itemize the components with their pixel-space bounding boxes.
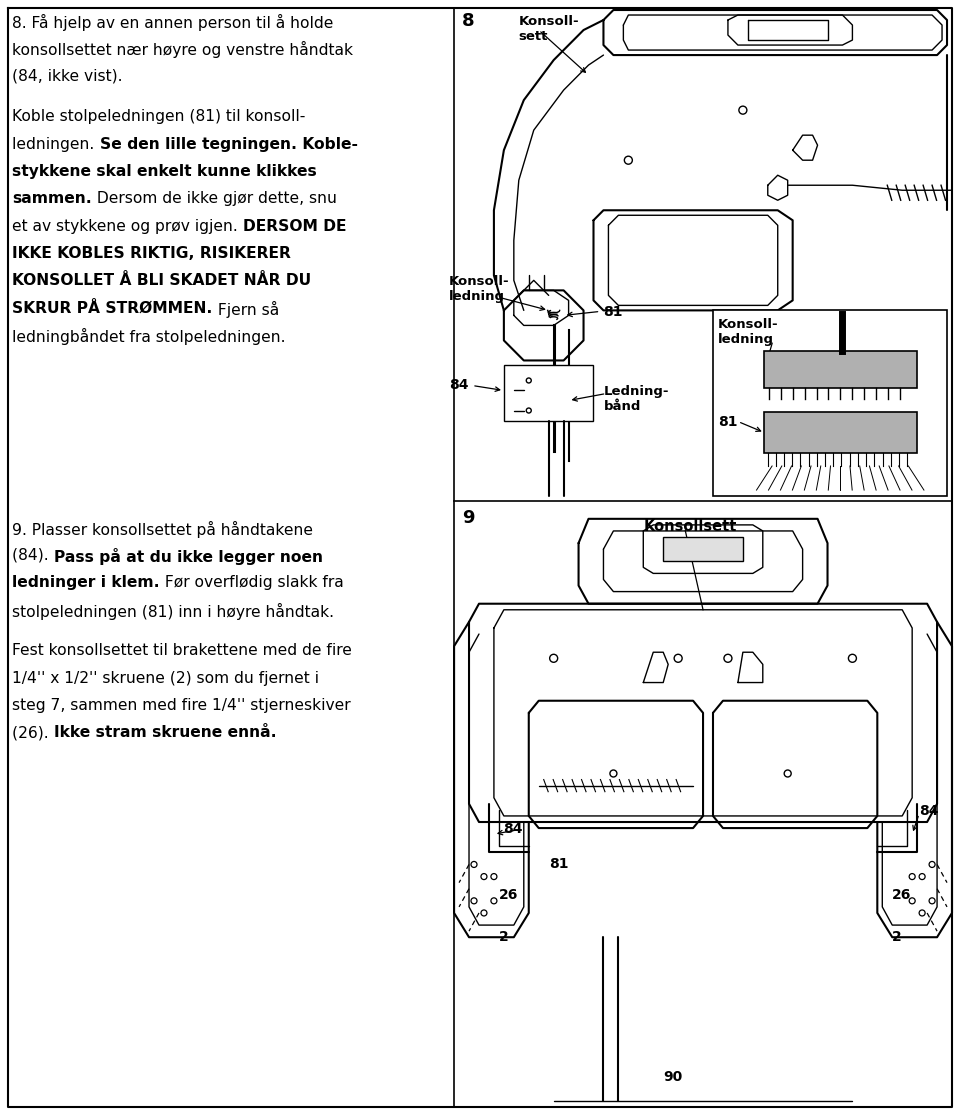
Text: sammen.: sammen. — [12, 192, 92, 206]
Text: Se den lille tegningen. Koble-: Se den lille tegningen. Koble- — [100, 137, 358, 152]
Bar — [663, 537, 743, 561]
Text: 81: 81 — [604, 306, 623, 319]
Text: 84: 84 — [919, 804, 939, 817]
Bar — [764, 413, 917, 453]
Text: stykkene skal enkelt kunne klikkes: stykkene skal enkelt kunne klikkes — [12, 164, 317, 180]
Text: 8: 8 — [462, 12, 474, 30]
Text: Fjern så: Fjern så — [213, 301, 279, 318]
Text: Koble stolpeledningen (81) til konsoll-: Koble stolpeledningen (81) til konsoll- — [12, 109, 306, 125]
Text: Pass på at du ikke legger noen: Pass på at du ikke legger noen — [54, 547, 323, 565]
Text: 81: 81 — [549, 857, 568, 872]
Bar — [764, 351, 917, 388]
Text: 2: 2 — [499, 930, 509, 944]
Text: steg 7, sammen med fire 1/4'' stjerneskiver: steg 7, sammen med fire 1/4'' stjerneski… — [12, 698, 351, 712]
Text: Dersom de ikke gjør dette, snu: Dersom de ikke gjør dette, snu — [92, 192, 337, 206]
Text: 9. Plasser konsollsettet på håndtakene: 9. Plasser konsollsettet på håndtakene — [12, 521, 314, 537]
Text: Ikke stram skruene ennå.: Ikke stram skruene ennå. — [54, 725, 276, 740]
Text: 84: 84 — [503, 822, 522, 836]
Text: Ledning-
bånd: Ledning- bånd — [604, 386, 669, 414]
Text: 26: 26 — [892, 888, 912, 902]
Text: (84, ikke vist).: (84, ikke vist). — [12, 69, 123, 84]
Text: Konsoll-
sett: Konsoll- sett — [518, 14, 580, 43]
Text: konsollsettet nær høyre og venstre håndtak: konsollsettet nær høyre og venstre håndt… — [12, 41, 353, 58]
Text: SKRUR PÅ STRØMMEN.: SKRUR PÅ STRØMMEN. — [12, 301, 213, 316]
Text: Før overflødig slakk fra: Før overflødig slakk fra — [160, 575, 344, 590]
Text: et av stykkene og prøv igjen.: et av stykkene og prøv igjen. — [12, 219, 243, 234]
Text: IKKE KOBLES RIKTIG, RISIKERER: IKKE KOBLES RIKTIG, RISIKERER — [12, 246, 291, 261]
Text: Konsoll-
ledning: Konsoll- ledning — [718, 319, 779, 347]
Text: 26: 26 — [499, 888, 518, 902]
Text: Konsoll-
ledning: Konsoll- ledning — [449, 275, 510, 303]
Text: (26).: (26). — [12, 725, 54, 740]
Text: KONSOLLET Å BLI SKADET NÅR DU: KONSOLLET Å BLI SKADET NÅR DU — [12, 273, 312, 289]
Text: DERSOM DE: DERSOM DE — [243, 219, 347, 234]
Text: (84).: (84). — [12, 547, 54, 563]
Text: 81: 81 — [718, 415, 737, 428]
Text: ledningen.: ledningen. — [12, 137, 100, 152]
Text: ledningbåndet fra stolpeledningen.: ledningbåndet fra stolpeledningen. — [12, 328, 286, 345]
Text: 9: 9 — [462, 508, 474, 526]
Text: ledninger i klem.: ledninger i klem. — [12, 575, 160, 590]
Text: 84: 84 — [449, 378, 468, 392]
Text: 90: 90 — [663, 1069, 683, 1084]
Bar — [713, 310, 947, 496]
Bar — [504, 366, 593, 420]
Text: 1/4'' x 1/2'' skruene (2) som du fjernet i: 1/4'' x 1/2'' skruene (2) som du fjernet… — [12, 670, 320, 686]
Text: Fest konsollsettet til brakettene med de fire: Fest konsollsettet til brakettene med de… — [12, 643, 352, 658]
Text: 2: 2 — [892, 930, 902, 944]
Text: 8. Få hjelp av en annen person til å holde: 8. Få hjelp av en annen person til å hol… — [12, 14, 334, 31]
Text: Konsollsett: Konsollsett — [643, 518, 736, 534]
Text: stolpeledningen (81) inn i høyre håndtak.: stolpeledningen (81) inn i høyre håndtak… — [12, 602, 334, 620]
